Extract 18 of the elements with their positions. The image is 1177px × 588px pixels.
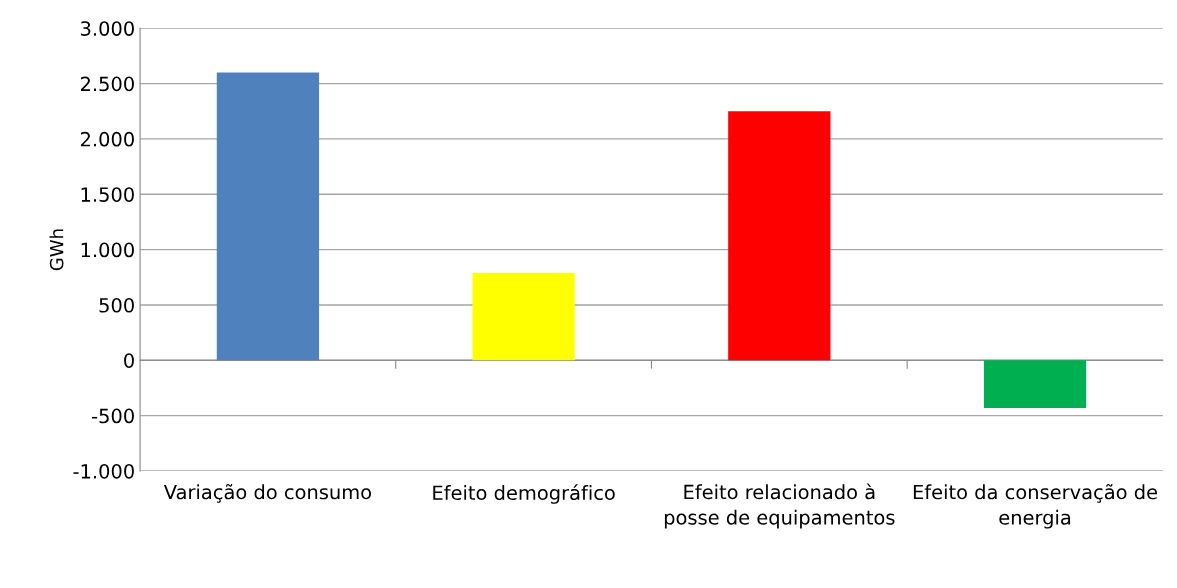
y-axis-title: GWh <box>49 229 64 271</box>
y-tick-label: -500 <box>92 408 134 424</box>
y-tick-label: 2.500 <box>80 76 134 92</box>
x-tick-label: Efeito da conservação de energia <box>913 483 1158 529</box>
y-tick-label: 1.000 <box>81 242 134 258</box>
y-tick-label: 1.500 <box>81 187 134 202</box>
bar <box>728 111 831 361</box>
x-tick-label: Efeito relacionado à posse de equipamentos <box>664 483 895 529</box>
x-tick-label: Variação do consumo <box>163 483 372 503</box>
bar <box>472 272 575 361</box>
x-tick-label: Efeito demográfico <box>433 484 615 504</box>
bar <box>216 72 320 361</box>
y-tick-label: 0 <box>124 353 134 368</box>
y-tick-label: -1.000 <box>73 463 134 479</box>
bar <box>983 360 1087 408</box>
y-tick-label: 500 <box>99 297 134 313</box>
y-tick-label: 2.000 <box>80 131 134 147</box>
y-tick-label: 3.000 <box>81 21 134 36</box>
